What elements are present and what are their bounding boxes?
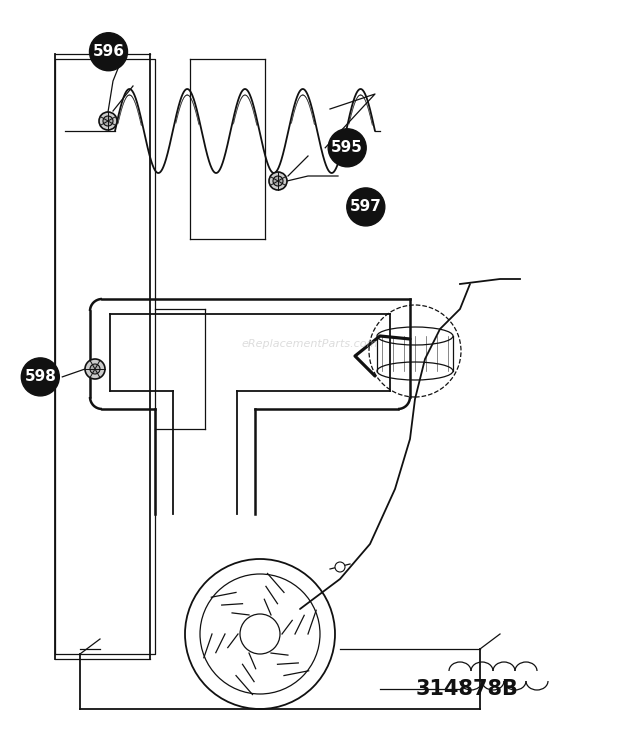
- Text: 597: 597: [350, 200, 382, 214]
- Circle shape: [90, 364, 100, 374]
- Text: 596: 596: [92, 44, 125, 59]
- Circle shape: [89, 33, 128, 71]
- Circle shape: [99, 112, 117, 130]
- Circle shape: [335, 562, 345, 572]
- Circle shape: [273, 176, 283, 186]
- Circle shape: [21, 358, 60, 396]
- Text: 314878B: 314878B: [416, 679, 519, 699]
- Circle shape: [328, 129, 366, 167]
- Circle shape: [269, 172, 287, 190]
- Text: eReplacementParts.com: eReplacementParts.com: [242, 339, 378, 349]
- Circle shape: [347, 188, 385, 226]
- Text: 595: 595: [331, 140, 363, 155]
- Circle shape: [85, 359, 105, 379]
- Circle shape: [103, 116, 113, 126]
- Text: 598: 598: [24, 370, 56, 384]
